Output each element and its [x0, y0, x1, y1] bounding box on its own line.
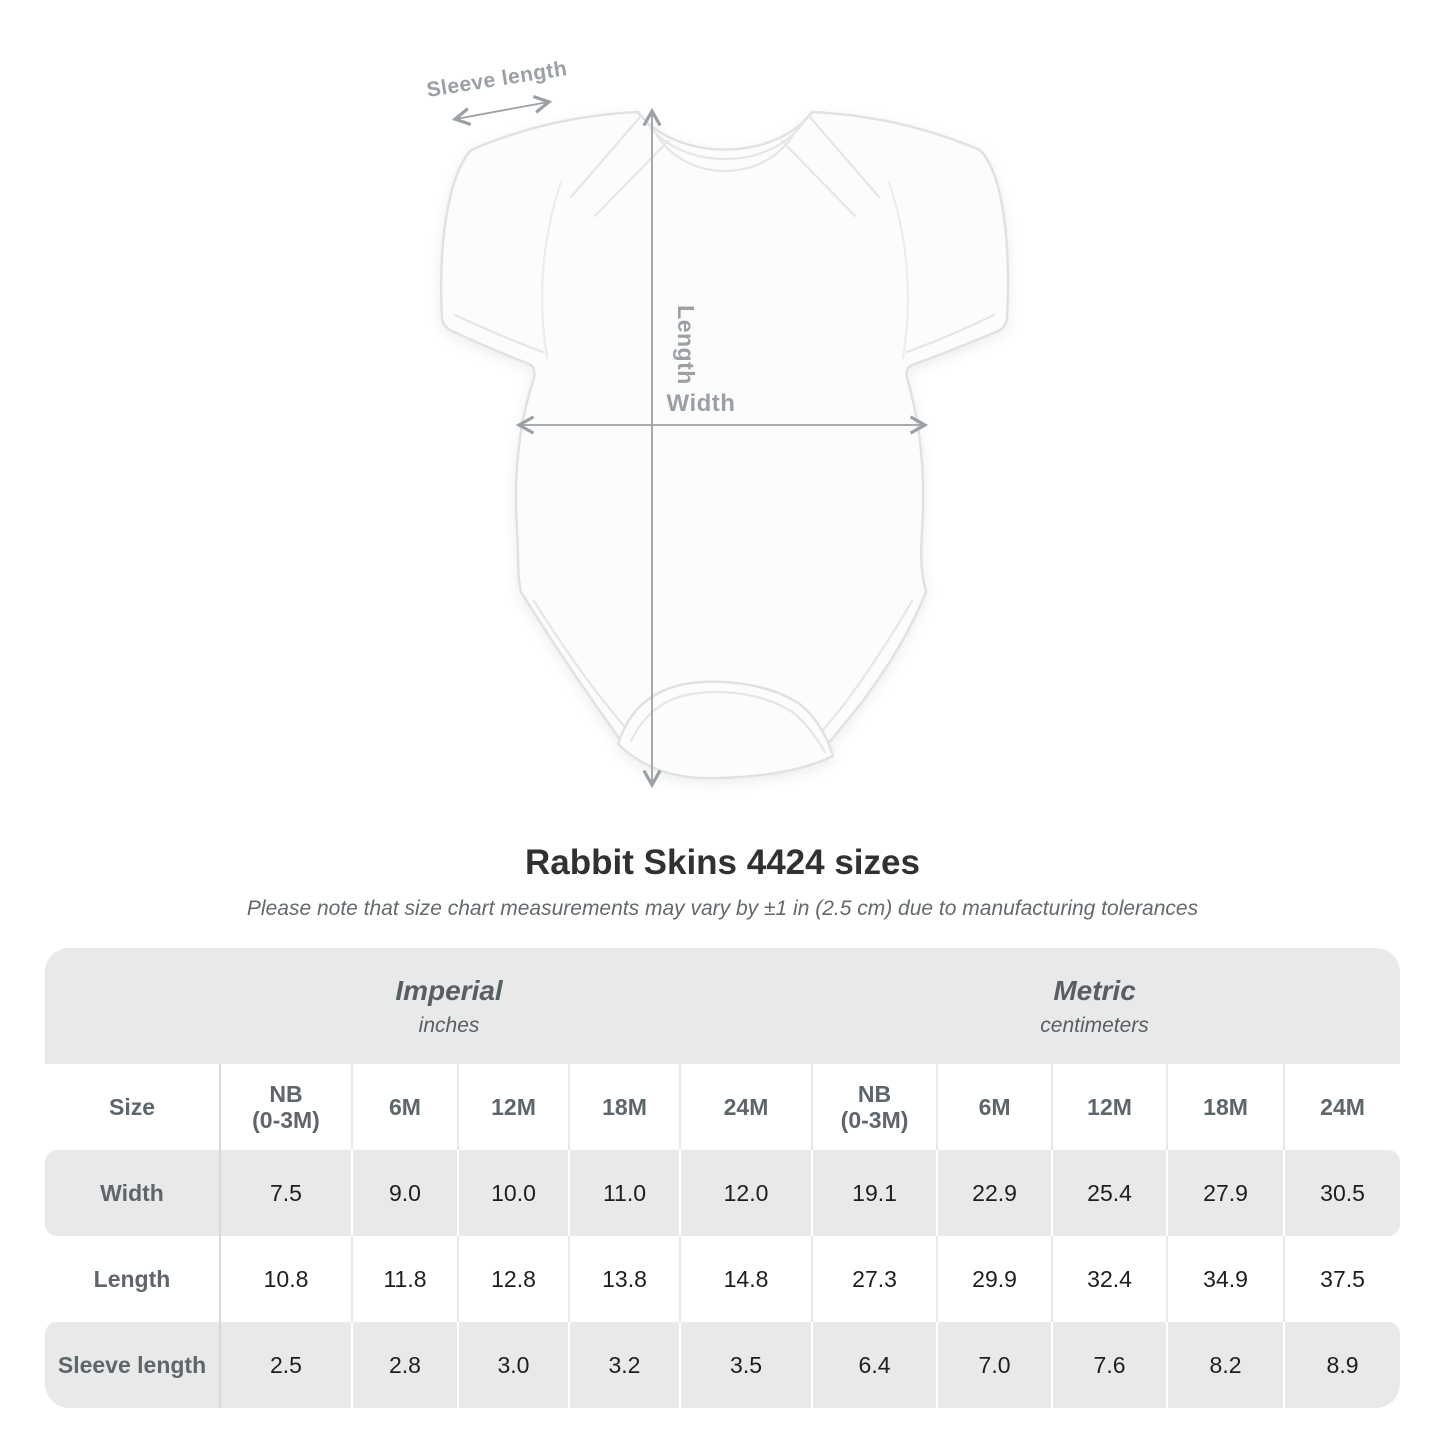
- size-col-header: NB (0-3M): [811, 1064, 937, 1150]
- size-table: Imperial inches Metric centimeters Size …: [45, 948, 1400, 1408]
- measurement-value: 3.0: [457, 1322, 568, 1408]
- measurement-value: 34.9: [1166, 1236, 1284, 1322]
- measurement-value: 10.8: [219, 1236, 351, 1322]
- size-diagram: Sleeve length Length Width: [425, 57, 1010, 789]
- imperial-label: Imperial: [395, 974, 503, 1006]
- measurement-value: 13.8: [568, 1236, 679, 1322]
- size-col-header: 6M: [936, 1064, 1052, 1150]
- page-title: Rabbit Skins 4424 sizes: [525, 843, 920, 882]
- unit-band-row: Imperial inches Metric centimeters: [45, 948, 1400, 1064]
- measurement-value: 11.8: [351, 1236, 457, 1322]
- measurement-value: 12.0: [679, 1150, 812, 1236]
- measurement-value: 7.6: [1051, 1322, 1167, 1408]
- size-col-header: 12M: [1051, 1064, 1167, 1150]
- imperial-unit-label: inches: [418, 1013, 480, 1037]
- measurement-value: 6.4: [811, 1322, 937, 1408]
- measurement-value: 2.8: [351, 1322, 457, 1408]
- size-table-body: Width 7.5 9.0 10.0 11.0 12.0 19.1 22.9 25.4 27.9 3…: [45, 1150, 1400, 1408]
- measurement-value: 30.5: [1283, 1150, 1400, 1236]
- measurement-value: 7.5: [219, 1150, 351, 1236]
- imperial-group-header: Imperial inches: [45, 948, 812, 1064]
- measurement-value: 27.9: [1166, 1150, 1284, 1236]
- sleeve-length-arrow: [451, 94, 553, 127]
- measurement-value: 2.5: [219, 1322, 351, 1408]
- bodysuit-shape: [439, 110, 1010, 780]
- length-label: Length: [673, 305, 699, 385]
- metric-label: Metric: [1053, 974, 1136, 1006]
- size-column-label: Size: [45, 1064, 219, 1150]
- measurement-value: 29.9: [936, 1236, 1052, 1322]
- metric-unit-label: centimeters: [1040, 1013, 1149, 1037]
- measurement-row-label: Width: [45, 1150, 219, 1236]
- size-table-container: Imperial inches Metric centimeters Size …: [45, 948, 1400, 1408]
- size-col-header: 24M: [1283, 1064, 1400, 1150]
- measurement-row-label: Length: [45, 1236, 219, 1322]
- measurement-value: 8.2: [1166, 1322, 1284, 1408]
- measurement-value: 14.8: [679, 1236, 812, 1322]
- sleeve-length-label: Sleeve length: [425, 57, 569, 102]
- measurement-value: 10.0: [457, 1150, 568, 1236]
- measurement-value: 12.8: [457, 1236, 568, 1322]
- measurement-row: Length 10.8 11.8 12.8 13.8 14.8 27.3 29.9 32.4 34…: [45, 1236, 1400, 1322]
- measurement-value: 3.5: [679, 1322, 812, 1408]
- size-col-header: 18M: [1166, 1064, 1284, 1150]
- measurement-value: 19.1: [811, 1150, 937, 1236]
- measurement-value: 32.4: [1051, 1236, 1167, 1322]
- measurement-value: 22.9: [936, 1150, 1052, 1236]
- size-col-header: NB (0-3M): [219, 1064, 351, 1150]
- measurement-row: Sleeve length 2.5 2.8 3.0 3.2 3.5 6.4 7.0 7.6 8.2…: [45, 1322, 1400, 1408]
- measurement-value: 3.2: [568, 1322, 679, 1408]
- measurement-value: 11.0: [568, 1150, 679, 1236]
- measurement-value: 8.9: [1283, 1322, 1400, 1408]
- measurement-value: 27.3: [811, 1236, 937, 1322]
- measurement-row: Width 7.5 9.0 10.0 11.0 12.0 19.1 22.9 25.4 27.9 3…: [45, 1150, 1400, 1236]
- size-col-header: 24M: [679, 1064, 812, 1150]
- measurement-value: 25.4: [1051, 1150, 1167, 1236]
- size-col-header: 18M: [568, 1064, 679, 1150]
- size-col-header: 12M: [457, 1064, 568, 1150]
- size-col-header: 6M: [351, 1064, 457, 1150]
- size-header-row: Size NB (0-3M) 6M 12M 18M 24M NB (0-3M) 6M 12M 1…: [45, 1064, 1400, 1150]
- width-label: Width: [667, 390, 736, 417]
- bodysuit-illustration: Sleeve length Length Width: [425, 57, 1010, 789]
- tolerance-note: Please note that size chart measurements…: [246, 897, 1199, 920]
- measurement-value: 7.0: [936, 1322, 1052, 1408]
- measurement-value: 37.5: [1283, 1236, 1400, 1322]
- metric-group-header: Metric centimeters: [811, 948, 1400, 1064]
- measurement-row-label: Sleeve length: [45, 1322, 219, 1408]
- measurement-value: 9.0: [351, 1150, 457, 1236]
